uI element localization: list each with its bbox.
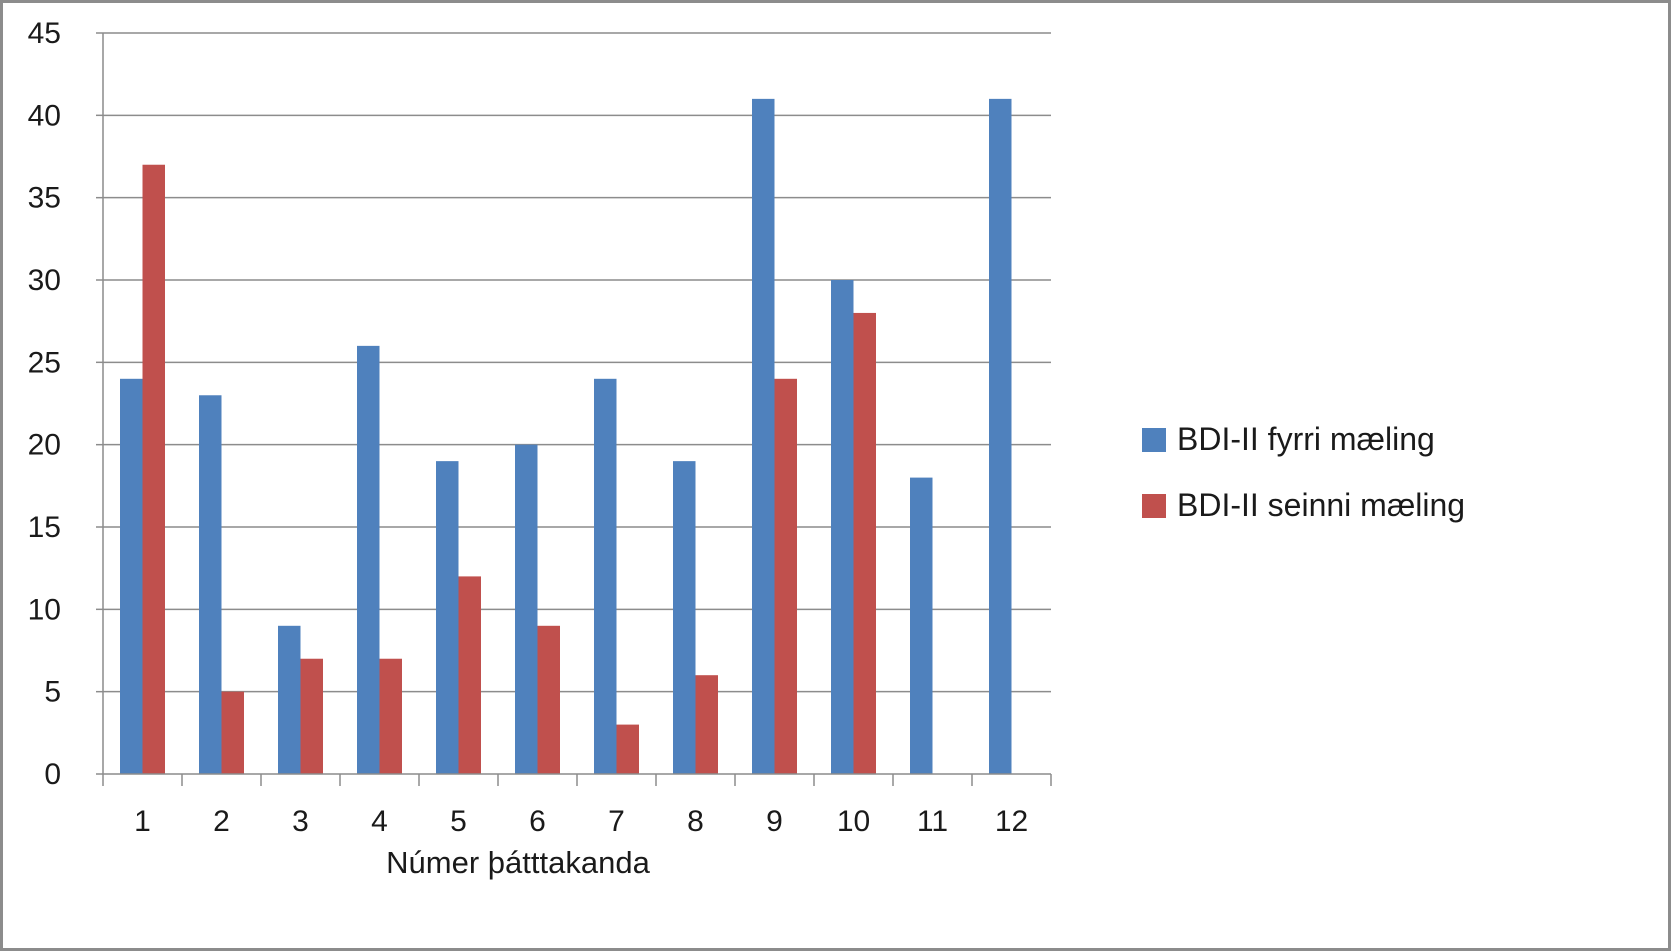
bar-series-2-cat-10 — [853, 312, 876, 774]
y-tick-label: 5 — [44, 676, 61, 709]
bar-series-1-cat-4 — [357, 345, 380, 774]
y-tick-label: 40 — [28, 99, 61, 132]
axes — [102, 33, 1052, 786]
bar-series-2-cat-5 — [458, 576, 481, 774]
y-tick-label: 25 — [28, 346, 61, 379]
bar-series-1-cat-8 — [673, 461, 696, 774]
bar-series-1-cat-9 — [752, 98, 775, 774]
bar-series-1-cat-7 — [594, 378, 617, 774]
bar-series-2-cat-9 — [774, 378, 797, 774]
bar-series-2-cat-7 — [616, 724, 639, 774]
bar-series-2-cat-2 — [221, 691, 244, 774]
y-tick-label: 0 — [44, 758, 61, 791]
x-tick-label: 7 — [608, 805, 625, 838]
bar-series-1-cat-3 — [278, 625, 301, 774]
legend-label: BDI-II fyrri mæling — [1177, 421, 1435, 457]
bar-series-1-cat-12 — [989, 98, 1012, 774]
x-tick-label: 5 — [450, 805, 467, 838]
bar-series-1-cat-1 — [120, 378, 143, 774]
x-tick-label: 9 — [766, 805, 783, 838]
x-tick-label: 3 — [292, 805, 309, 838]
x-tick-label: 2 — [213, 805, 230, 838]
x-axis-title: Númer þátttakanda — [386, 845, 650, 880]
y-tick-label: 20 — [28, 429, 61, 462]
x-tick-label: 8 — [687, 805, 704, 838]
bar-series-2-cat-6 — [537, 625, 560, 774]
x-tick-label: 11 — [917, 805, 948, 838]
x-axis-tick-labels: 1 2 3 4 5 6 7 8 9 10 11 12 — [134, 805, 1028, 838]
y-tick-label: 45 — [28, 17, 61, 50]
x-tick-label: 6 — [529, 805, 546, 838]
bar-series-2-cat-3 — [300, 658, 323, 774]
bar-series-1-cat-5 — [436, 461, 459, 774]
y-tick-label: 15 — [28, 511, 61, 544]
legend-swatch — [1142, 428, 1166, 452]
x-tick-label: 4 — [371, 805, 388, 838]
legend: BDI-II fyrri mæling BDI-II seinni mæling — [1142, 421, 1465, 523]
legend-swatch — [1142, 494, 1166, 518]
bar-series-1-cat-10 — [831, 280, 854, 774]
x-tick-label: 10 — [837, 805, 870, 838]
y-tick-label: 35 — [28, 182, 61, 215]
bar-series-1-cat-6 — [515, 444, 538, 774]
legend-label: BDI-II seinni mæling — [1177, 487, 1465, 523]
bar-series-1-cat-2 — [199, 395, 222, 774]
x-tick-label: 12 — [995, 805, 1028, 838]
bar-series-2-cat-4 — [379, 658, 402, 774]
y-tick-label: 10 — [28, 593, 61, 626]
bar-series-1-cat-11 — [910, 477, 933, 774]
bar-series-2-cat-8 — [695, 675, 718, 774]
x-tick-label: 1 — [134, 805, 151, 838]
gridlines — [96, 32, 1051, 775]
bars — [120, 98, 1012, 774]
y-tick-label: 30 — [28, 264, 61, 297]
y-axis-tick-labels: 0 5 10 15 20 25 30 35 40 45 — [28, 17, 61, 791]
bar-series-2-cat-1 — [142, 164, 165, 774]
